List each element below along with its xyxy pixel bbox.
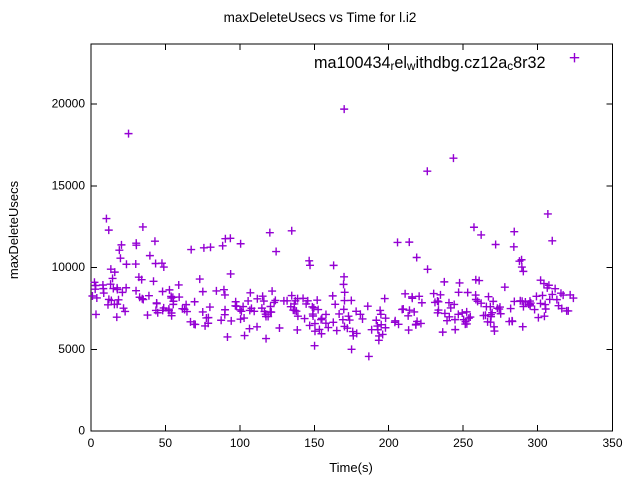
svg-text:100: 100 bbox=[230, 436, 250, 450]
svg-text:15000: 15000 bbox=[52, 178, 86, 192]
svg-text:300: 300 bbox=[528, 436, 548, 450]
svg-text:0: 0 bbox=[88, 436, 95, 450]
svg-text:250: 250 bbox=[453, 436, 473, 450]
svg-text:20000: 20000 bbox=[52, 97, 86, 111]
svg-text:maxDeleteUsecs vs Time for l.i: maxDeleteUsecs vs Time for l.i2 bbox=[224, 10, 417, 25]
svg-text:maxDeleteUsecs: maxDeleteUsecs bbox=[6, 180, 21, 279]
svg-text:10000: 10000 bbox=[52, 260, 86, 274]
svg-text:Time(s): Time(s) bbox=[329, 460, 373, 475]
svg-text:50: 50 bbox=[159, 436, 173, 450]
svg-text:5000: 5000 bbox=[58, 342, 85, 356]
svg-text:350: 350 bbox=[602, 436, 622, 450]
svg-text:0: 0 bbox=[78, 424, 85, 438]
svg-text:150: 150 bbox=[304, 436, 324, 450]
svg-text:200: 200 bbox=[379, 436, 399, 450]
